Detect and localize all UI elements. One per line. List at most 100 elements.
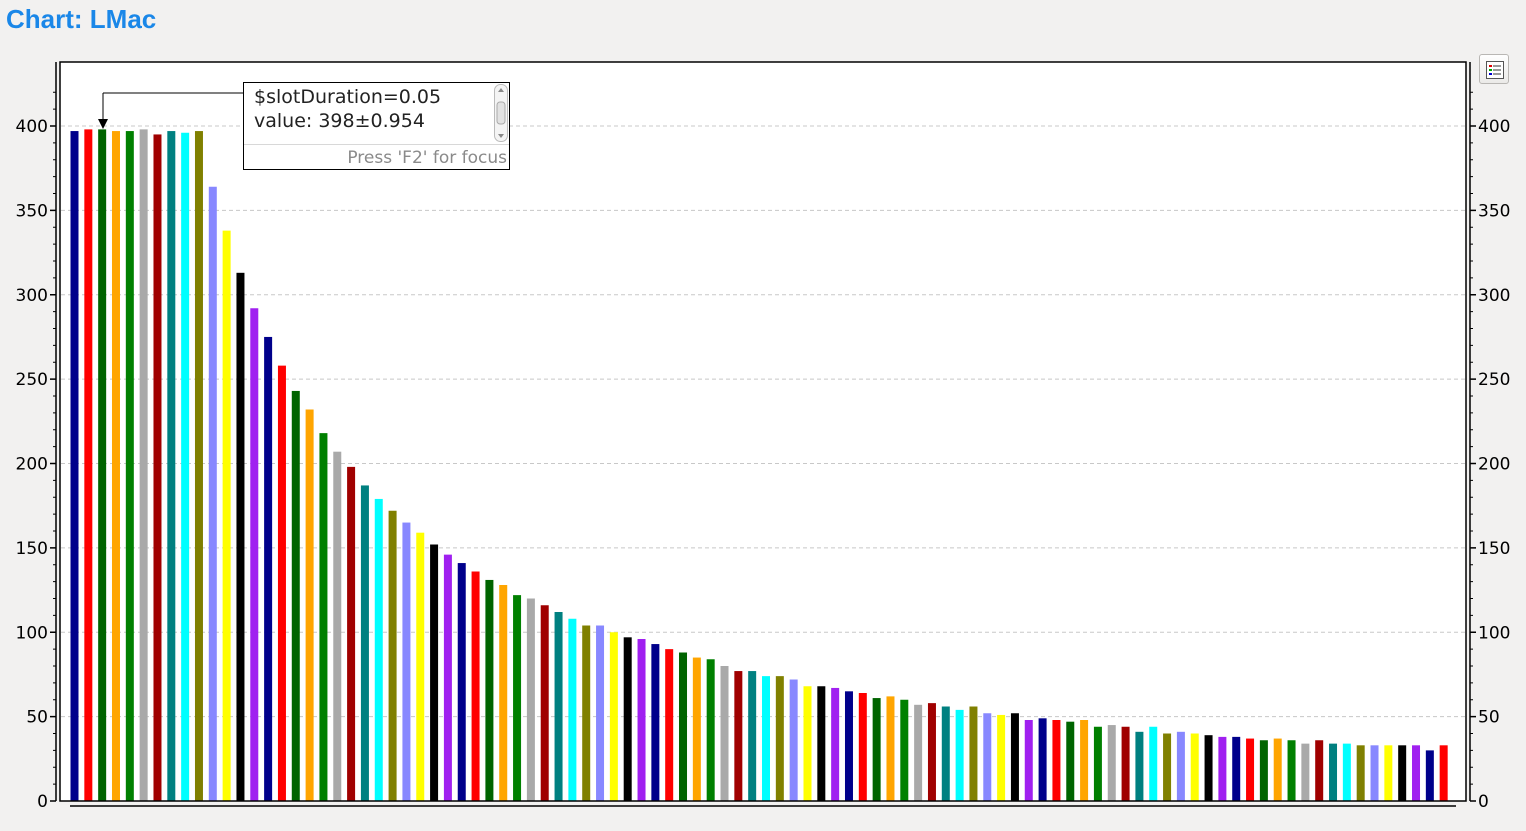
bar[interactable] [1163, 733, 1172, 802]
bar[interactable] [775, 676, 784, 802]
bar[interactable] [1080, 720, 1089, 801]
bar[interactable] [1398, 745, 1407, 801]
bar[interactable] [181, 132, 190, 801]
bar[interactable] [1093, 726, 1102, 801]
bar[interactable] [236, 272, 245, 801]
bar[interactable] [1038, 718, 1047, 801]
bar[interactable] [167, 131, 176, 801]
bar[interactable] [111, 131, 120, 801]
bar[interactable] [291, 390, 300, 801]
bar[interactable] [789, 679, 798, 802]
legend-toggle-button[interactable] [1479, 54, 1509, 84]
bar[interactable] [1149, 726, 1158, 801]
bar[interactable] [208, 186, 217, 801]
bar[interactable] [402, 522, 411, 801]
bar[interactable] [1342, 743, 1351, 802]
bar[interactable] [914, 704, 923, 801]
bar[interactable] [692, 657, 701, 801]
bar[interactable] [84, 129, 93, 802]
bar[interactable] [333, 451, 342, 801]
bar[interactable] [1273, 738, 1282, 801]
bar[interactable] [651, 644, 660, 801]
bar[interactable] [305, 409, 314, 802]
bar[interactable] [720, 666, 729, 801]
bar[interactable] [1301, 743, 1310, 802]
bar[interactable] [1135, 731, 1144, 801]
bar[interactable] [540, 605, 549, 801]
bar[interactable] [1384, 745, 1393, 801]
bar[interactable] [485, 579, 494, 801]
bar[interactable] [277, 365, 286, 802]
bar[interactable] [360, 485, 369, 801]
bar[interactable] [817, 686, 826, 801]
bar[interactable] [1370, 745, 1379, 801]
bar[interactable] [886, 696, 895, 802]
bar[interactable] [941, 706, 950, 802]
bar[interactable] [858, 693, 867, 801]
bar[interactable] [803, 686, 812, 801]
bar[interactable] [1425, 750, 1434, 802]
bar[interactable] [153, 134, 162, 801]
bar[interactable] [983, 713, 992, 801]
bar[interactable] [872, 698, 881, 801]
bar[interactable] [762, 676, 770, 802]
bar[interactable] [679, 652, 688, 802]
bar[interactable] [443, 554, 452, 802]
bar[interactable] [609, 632, 618, 801]
bar[interactable] [955, 709, 964, 802]
bar[interactable] [844, 691, 853, 801]
bar[interactable] [457, 563, 466, 801]
bar[interactable] [1329, 743, 1338, 802]
bar[interactable] [997, 714, 1006, 801]
bar[interactable] [347, 466, 356, 802]
bar[interactable] [623, 637, 632, 801]
bar[interactable] [264, 336, 273, 801]
bar[interactable] [222, 230, 231, 802]
bar[interactable] [1121, 726, 1130, 801]
bar[interactable] [969, 706, 978, 802]
bar[interactable] [1287, 740, 1296, 801]
bar[interactable] [1246, 738, 1255, 801]
bar[interactable] [637, 639, 646, 801]
bar[interactable] [526, 598, 535, 802]
bar[interactable] [416, 532, 425, 801]
bar[interactable] [471, 571, 480, 802]
bar[interactable] [125, 131, 134, 801]
bar[interactable] [1439, 745, 1448, 801]
bar[interactable] [596, 625, 605, 802]
bar[interactable] [1052, 720, 1061, 801]
bar[interactable] [374, 498, 383, 801]
bar[interactable] [1010, 713, 1019, 801]
bar[interactable] [1259, 740, 1268, 801]
bar[interactable] [430, 544, 439, 802]
bar[interactable] [250, 308, 259, 801]
bar[interactable] [582, 625, 591, 802]
bar[interactable] [194, 131, 203, 801]
bar[interactable] [900, 699, 909, 801]
bar[interactable] [513, 595, 522, 802]
bar[interactable] [748, 671, 757, 801]
bar[interactable] [734, 671, 743, 801]
tooltip-scrollbar[interactable] [494, 84, 508, 142]
bar[interactable] [568, 618, 577, 801]
bar[interactable] [665, 649, 674, 802]
bar[interactable] [1315, 740, 1324, 801]
bar[interactable] [98, 129, 107, 802]
bar[interactable] [706, 659, 715, 801]
bar[interactable] [1218, 736, 1227, 802]
bar[interactable] [1066, 721, 1075, 801]
bar[interactable] [1232, 736, 1241, 802]
bar[interactable] [1190, 733, 1199, 802]
bar[interactable] [388, 510, 397, 801]
bar[interactable] [1107, 725, 1116, 801]
bar[interactable] [70, 131, 79, 801]
bar[interactable] [319, 433, 328, 802]
bar[interactable] [831, 687, 840, 801]
bar[interactable] [499, 585, 508, 801]
bar[interactable] [1176, 731, 1185, 801]
bar[interactable] [554, 612, 563, 801]
bar[interactable] [1412, 745, 1421, 801]
bars[interactable] [70, 129, 1448, 802]
bar[interactable] [1024, 720, 1033, 801]
